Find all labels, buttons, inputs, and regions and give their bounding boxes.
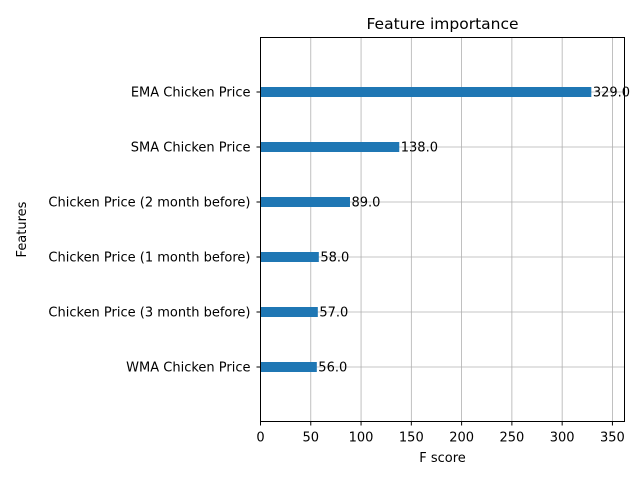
y-tick-label: EMA Chicken Price bbox=[131, 86, 251, 101]
y-axis-ticks: EMA Chicken Price SMA Chicken Price Chicke… bbox=[48, 86, 261, 376]
x-axis-ticks: 0 50 100 150 200 250 300 350 bbox=[256, 421, 625, 446]
x-tick-label: 250 bbox=[499, 431, 524, 446]
bar-value-label: 89.0 bbox=[351, 196, 380, 211]
x-tick-label: 300 bbox=[550, 431, 575, 446]
bar bbox=[260, 197, 350, 207]
plot-frame bbox=[260, 37, 625, 422]
x-tick-label: 0 bbox=[256, 431, 264, 446]
bars: 329.0 138.0 89.0 58.0 57.0 56.0 bbox=[260, 86, 630, 376]
x-axis-label: F score bbox=[419, 451, 466, 466]
bar-value-label: 58.0 bbox=[320, 251, 349, 266]
x-tick-label: 150 bbox=[399, 431, 424, 446]
x-tick-label: 50 bbox=[303, 431, 320, 446]
bar bbox=[260, 87, 592, 97]
bar-value-label: 138.0 bbox=[401, 141, 438, 156]
chart-title: Feature importance bbox=[366, 15, 518, 33]
y-tick-label: WMA Chicken Price bbox=[126, 361, 250, 376]
y-tick-label: SMA Chicken Price bbox=[131, 141, 251, 156]
y-tick-label: Chicken Price (1 month before) bbox=[48, 251, 250, 266]
bar bbox=[260, 307, 318, 317]
bar-value-label: 329.0 bbox=[593, 86, 630, 101]
x-tick-label: 350 bbox=[600, 431, 625, 446]
bar-value-label: 57.0 bbox=[319, 306, 348, 321]
x-tick-label: 200 bbox=[449, 431, 474, 446]
bar bbox=[260, 142, 400, 152]
bar bbox=[260, 252, 319, 262]
x-tick-label: 100 bbox=[349, 431, 374, 446]
bar-value-label: 56.0 bbox=[318, 361, 347, 376]
y-axis-label: Features bbox=[15, 201, 30, 257]
y-tick-label: Chicken Price (2 month before) bbox=[48, 196, 250, 211]
y-tick-label: Chicken Price (3 month before) bbox=[48, 306, 250, 321]
bar bbox=[260, 362, 317, 372]
